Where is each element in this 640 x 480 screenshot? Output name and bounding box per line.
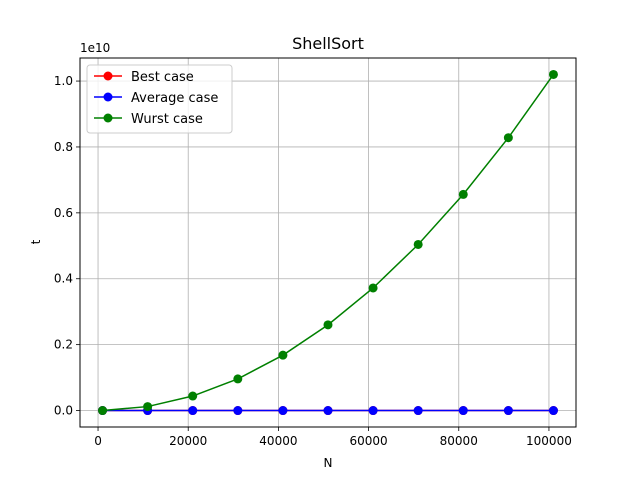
legend: Best case Average case Wurst case [86,64,233,134]
x-tick-label: 60000 [349,434,387,448]
data-point-average-case [413,406,423,416]
data-point-wurst-case [188,391,198,401]
legend-marker [103,71,113,81]
legend-item-wurst-case: Wurst case [94,112,203,127]
data-point-wurst-case [503,133,513,143]
x-tick-label: 100000 [526,434,572,448]
legend-marker [103,113,113,123]
y-tick-label: 1.0 [54,74,73,88]
legend-item-average-case: Average case [94,91,218,106]
data-point-average-case [233,406,243,416]
data-point-wurst-case [233,374,243,384]
plot-frame [79,57,577,428]
data-point-wurst-case [323,320,333,330]
x-axis-ticks: 0 20000 40000 60000 80000 100000 [94,427,572,448]
legend-marker [103,92,113,102]
legend-label: Best case [131,70,194,85]
data-point-wurst-case [143,402,153,412]
data-point-wurst-case [368,283,378,293]
legend-box [86,64,233,134]
chart-title: ShellSort [292,34,364,53]
y-tick-label: 0.2 [54,338,73,352]
data-point-average-case [503,406,513,416]
data-point-average-case [458,406,468,416]
x-tick-label: 40000 [259,434,297,448]
x-axis-label: N [324,456,333,470]
legend-label: Average case [131,91,218,106]
x-tick-label: 20000 [169,434,207,448]
series-wurst-case [98,69,558,416]
data-point-wurst-case [98,406,108,416]
y-tick-label: 0.8 [54,140,73,154]
y-axis-label: t [29,239,43,244]
data-point-average-case [278,406,288,416]
data-point-average-case [188,406,198,416]
legend-label: Wurst case [131,112,203,127]
series-layer [98,69,558,416]
y-tick-label: 0.6 [54,206,73,220]
y-tick-label: 0.4 [54,272,73,286]
legend-item-best-case: Best case [94,70,194,85]
data-point-average-case [548,406,558,416]
y-tick-label: 0.0 [54,404,73,418]
y-offset-label: 1e10 [80,41,110,55]
data-point-wurst-case [413,239,423,249]
data-point-wurst-case [278,350,288,360]
y-axis-ticks: 0.0 0.2 0.4 0.6 0.8 1.0 [54,74,80,418]
data-point-wurst-case [548,69,558,79]
grid [80,58,576,427]
data-point-average-case [323,406,333,416]
x-tick-label: 0 [94,434,102,448]
data-point-wurst-case [458,189,468,199]
x-tick-label: 80000 [440,434,478,448]
data-point-average-case [368,406,378,416]
